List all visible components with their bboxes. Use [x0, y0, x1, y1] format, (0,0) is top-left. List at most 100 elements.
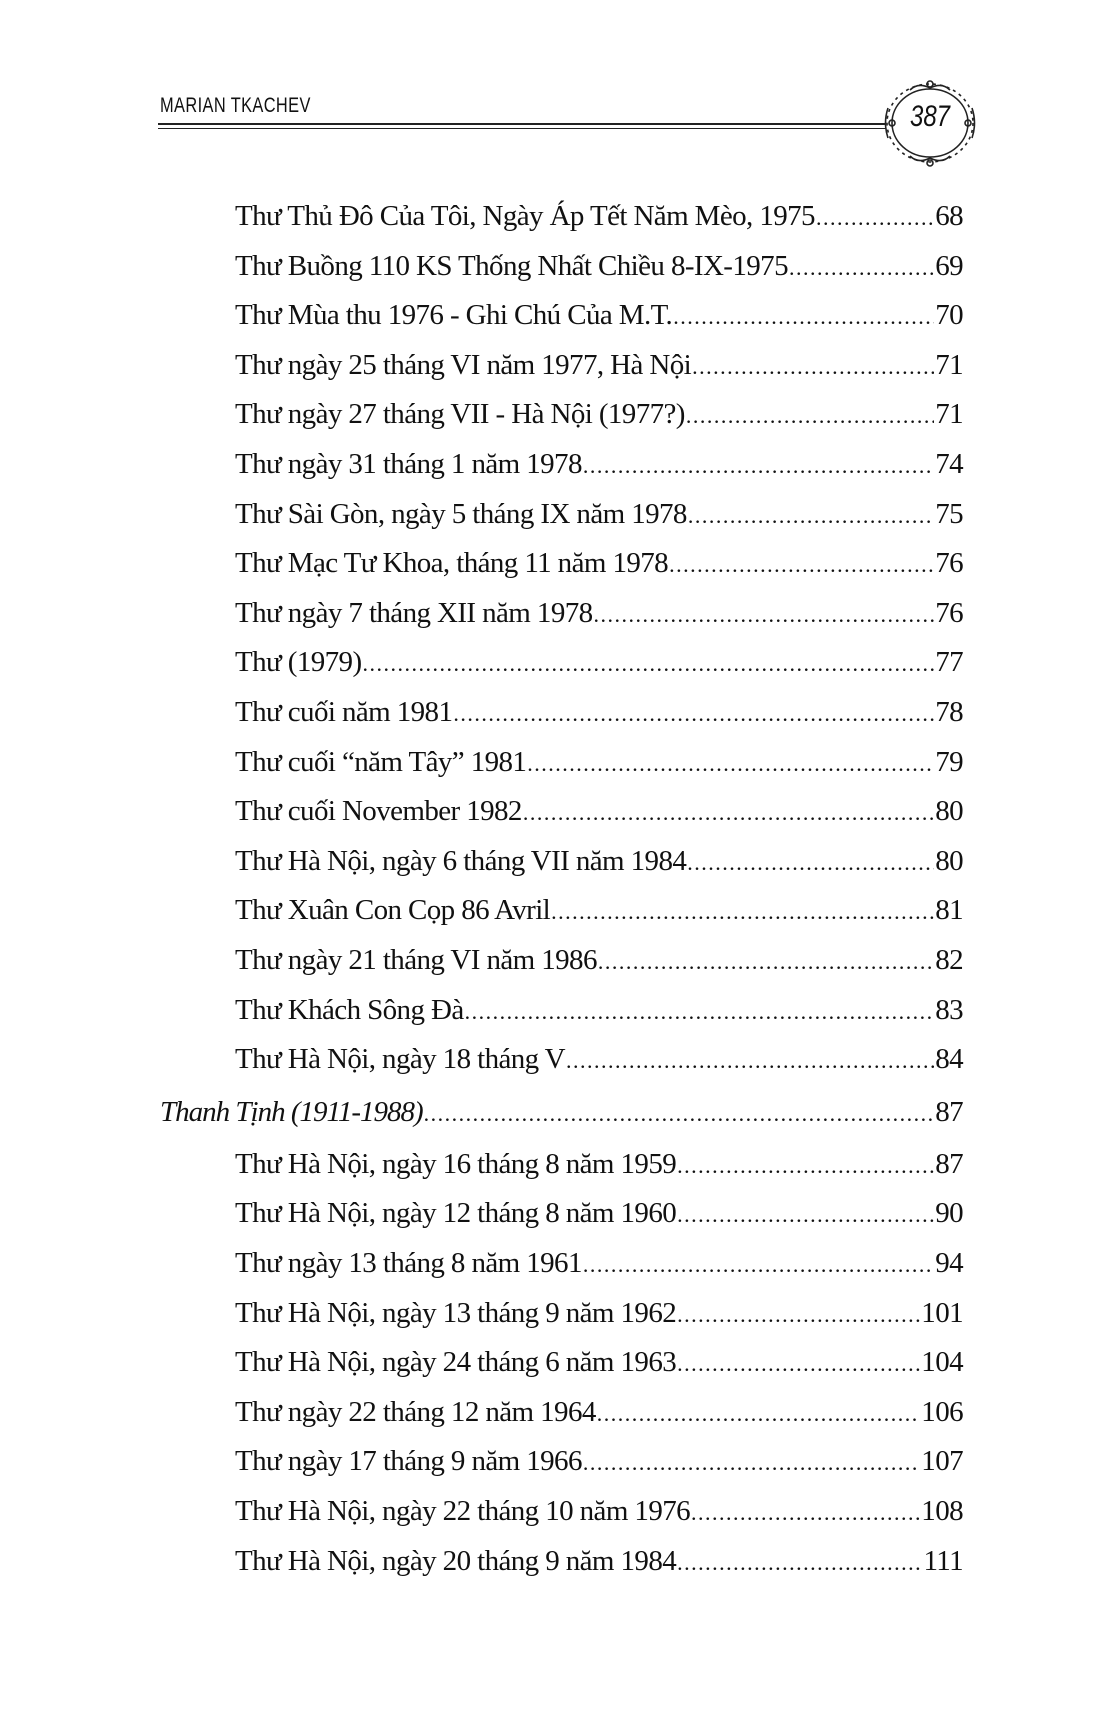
toc-entry: Thư Hà Nội, ngày 13 tháng 9 năm 1962 101 [235, 1296, 964, 1337]
dot-leader [583, 1252, 934, 1278]
dot-leader [597, 1401, 921, 1427]
toc-entry: Thư cuối November 1982 80 [235, 795, 964, 835]
toc-entry: Thư Hà Nội, ngày 6 tháng VII năm 1984 80 [235, 844, 964, 885]
toc-entry: Thư ngày 7 tháng XII năm 1978 76 [235, 596, 964, 637]
dot-leader [594, 602, 935, 628]
dot-leader [669, 552, 934, 578]
dot-leader [816, 205, 934, 231]
toc-entry: Thư Sài Gòn, ngày 5 tháng IX năm 1978 75 [235, 497, 964, 538]
toc-entry-title: Thư cuối năm 1981 [235, 696, 453, 728]
toc-entry: Thư Hà Nội, ngày 20 tháng 9 năm 1984 111 [235, 1544, 964, 1585]
toc-entry-title: Thư Hà Nội, ngày 18 tháng V [235, 1043, 566, 1076]
toc-entry-page: 79 [935, 745, 963, 778]
dot-leader [688, 503, 934, 529]
toc-entry-page: 71 [935, 398, 963, 431]
toc-entry-page: 76 [935, 547, 963, 580]
toc-entry-title: Thư Hà Nội, ngày 16 tháng 8 năm 1959 [235, 1147, 677, 1180]
dot-leader [691, 1500, 920, 1526]
toc-entry-page: 82 [935, 944, 963, 976]
dot-leader [677, 1351, 920, 1377]
dot-leader [583, 453, 934, 479]
toc-entry-title: Thư ngày 25 tháng VI năm 1977, Hà Nội [235, 348, 692, 381]
toc-entry-page: 78 [935, 696, 963, 728]
toc-entry: Thư Hà Nội, ngày 18 tháng V 84 [235, 1043, 964, 1083]
toc-entry-title: Thư Hà Nội, ngày 20 tháng 9 năm 1984 [235, 1544, 677, 1577]
toc-entry-page: 83 [935, 993, 963, 1026]
dot-leader [566, 1048, 934, 1074]
toc-entry-title: Thư Hà Nội, ngày 22 tháng 10 năm 1976 [235, 1495, 691, 1527]
toc-section-entry: Thanh Tịnh (1911-1988) 87 [160, 1095, 964, 1136]
toc-entry: Thư Hà Nội, ngày 22 tháng 10 năm 1976 108 [235, 1495, 964, 1535]
toc-entry-page: 94 [935, 1247, 963, 1279]
toc-entry-title: Thư (1979) [235, 646, 362, 679]
toc-entry-page: 107 [921, 1445, 963, 1478]
toc-entry-page: 101 [921, 1296, 963, 1329]
dot-leader [551, 899, 934, 925]
toc-entry-page: 77 [935, 646, 963, 679]
toc-entry: Thư Buồng 110 KS Thống Nhất Chiều 8-IX-1… [235, 249, 964, 290]
toc-entry-title: Thư Sài Gòn, ngày 5 tháng IX năm 1978 [235, 497, 687, 530]
dot-leader [424, 1101, 935, 1127]
toc-entry: Thư Hà Nội, ngày 12 tháng 8 năm 1960 90 [235, 1197, 964, 1237]
toc-entry-title: Thanh Tịnh (1911-1988) [160, 1095, 424, 1128]
dot-leader [453, 701, 934, 727]
toc-entry-title: Thư cuối “năm Tây” 1981 [235, 745, 527, 778]
dot-leader [677, 1550, 922, 1576]
toc-entry-title: Thư Hà Nội, ngày 6 tháng VII năm 1984 [235, 844, 687, 877]
page-number: 387 [909, 100, 951, 133]
toc-entry: Thư ngày 25 tháng VI năm 1977, Hà Nội 71 [235, 348, 964, 389]
toc-entry: Thư cuối năm 1981 78 [235, 696, 964, 736]
dot-leader [527, 751, 934, 777]
toc-entry-page: 69 [935, 249, 963, 282]
toc-entry-page: 111 [923, 1544, 963, 1577]
toc-entry-title: Thư Xuân Con Cọp 86 Avril [235, 894, 551, 927]
toc-entry-page: 70 [935, 299, 963, 332]
dot-leader [677, 1202, 934, 1228]
toc-entry: Thư Thủ Đô Của Tôi, Ngày Áp Tết Năm Mèo,… [235, 200, 964, 240]
toc-entry-title: Thư Buồng 110 KS Thống Nhất Chiều 8-IX-1… [235, 249, 789, 282]
toc-entry-title: Thư ngày 7 tháng XII năm 1978 [235, 596, 593, 629]
toc-entry: Thư ngày 27 tháng VII - Hà Nội (1977?) 71 [235, 398, 964, 438]
toc-entry-title: Thư Hà Nội, ngày 12 tháng 8 năm 1960 [235, 1197, 677, 1230]
toc-entry-page: 84 [935, 1043, 963, 1076]
toc-entry-title: Thư ngày 13 tháng 8 năm 1961 [235, 1247, 582, 1279]
header-rule-top [158, 123, 886, 125]
dot-leader [789, 255, 934, 281]
toc-entry: Thư ngày 13 tháng 8 năm 1961 94 [235, 1247, 964, 1287]
toc-entry-page: 71 [935, 348, 963, 381]
dot-leader [692, 354, 934, 380]
toc-entry-title: Thư Hà Nội, ngày 24 tháng 6 năm 1963 [235, 1346, 677, 1379]
toc-entry-title: Thư ngày 17 tháng 9 năm 1966 [235, 1445, 582, 1478]
dot-leader [687, 850, 934, 876]
dot-leader [363, 651, 935, 677]
toc-entry: Thư Mạc Tư Khoa, tháng 11 năm 1978 76 [235, 547, 964, 587]
toc-entry-page: 104 [921, 1346, 963, 1379]
toc-entry-page: 87 [935, 1095, 963, 1128]
toc-entry: Thư Xuân Con Cọp 86 Avril 81 [235, 894, 964, 934]
toc-entry-title: Thư ngày 22 tháng 12 năm 1964 [235, 1395, 596, 1428]
toc-entry-title: Thư Hà Nội, ngày 13 tháng 9 năm 1962 [235, 1296, 677, 1329]
dot-leader [583, 1450, 920, 1476]
toc-entry-title: Thư Mạc Tư Khoa, tháng 11 năm 1978 [235, 547, 669, 580]
toc-entry-page: 74 [935, 448, 963, 480]
toc-entry: Thư ngày 31 tháng 1 năm 1978 74 [235, 448, 964, 488]
toc-entry-title: Thư Mùa thu 1976 - Ghi Chú Của M.T. [235, 299, 673, 332]
toc-entry-page: 75 [935, 497, 963, 530]
ornament-frame-icon [884, 80, 976, 167]
dot-leader [523, 800, 934, 826]
toc-entry: Thư Khách Sông Đà 83 [235, 993, 964, 1034]
dot-leader [598, 949, 934, 975]
toc-entry: Thư ngày 21 tháng VI năm 1986 82 [235, 944, 964, 984]
toc-entry-page: 87 [935, 1147, 963, 1180]
dot-leader [465, 999, 935, 1025]
toc-entry: Thư Hà Nội, ngày 16 tháng 8 năm 1959 87 [235, 1147, 964, 1188]
toc-entry: Thư Mùa thu 1976 - Ghi Chú Của M.T. 70 [235, 299, 964, 339]
toc-entry-title: Thư cuối November 1982 [235, 795, 522, 828]
toc-entry: Thư cuối “năm Tây” 1981 79 [235, 745, 964, 786]
toc-entry-page: 80 [935, 844, 963, 877]
dot-leader [677, 1153, 934, 1179]
toc-entry: Thư ngày 22 tháng 12 năm 1964 106 [235, 1395, 964, 1436]
toc-entry-page: 90 [935, 1197, 963, 1230]
toc-entry: Thư Hà Nội, ngày 24 tháng 6 năm 1963 104 [235, 1346, 964, 1386]
toc-entry-page: 108 [921, 1495, 963, 1527]
